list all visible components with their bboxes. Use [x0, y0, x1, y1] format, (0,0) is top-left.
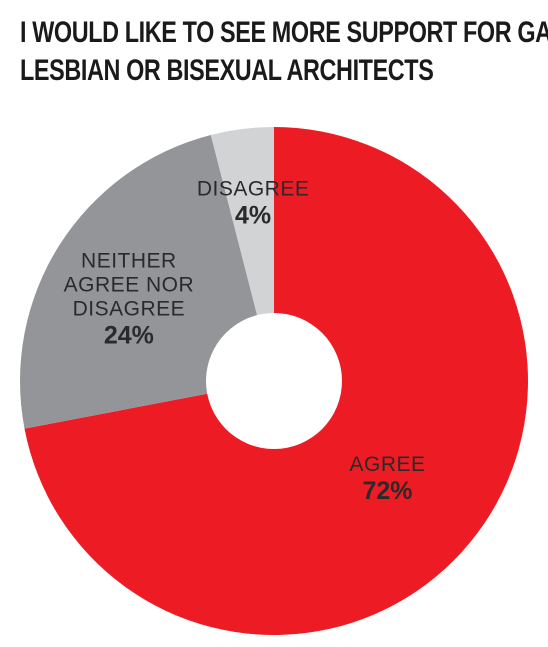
slice-1 — [19, 134, 275, 429]
slice-1-label-line-1: AGREE NOR — [64, 273, 195, 296]
donut-hole — [206, 313, 342, 449]
slice-1-label-line-2: DISAGREE — [73, 297, 186, 320]
slice-2-value: 4% — [235, 202, 271, 230]
slice-0-value: 72% — [362, 477, 412, 505]
slice-1-value: 24% — [104, 321, 154, 349]
slice-0-label-line-0: AGREE — [349, 453, 425, 476]
slice-2-label-line-0: DISAGREE — [197, 178, 310, 201]
slice-1-label-line-0: NEITHER — [81, 249, 177, 272]
chart-title-line-2: LESBIAN OR BISEXUAL ARCHITECTS — [20, 54, 434, 87]
